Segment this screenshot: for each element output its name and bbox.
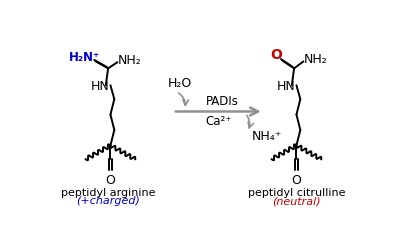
Text: (+charged): (+charged) — [76, 196, 140, 206]
Text: H₂N⁺: H₂N⁺ — [69, 51, 100, 64]
Text: peptidyl arginine: peptidyl arginine — [61, 188, 155, 198]
Text: NH₂: NH₂ — [118, 54, 142, 67]
FancyArrowPatch shape — [179, 93, 188, 105]
Text: peptidyl citrulline: peptidyl citrulline — [248, 188, 345, 198]
Text: O: O — [292, 174, 301, 187]
Text: O: O — [270, 48, 282, 62]
Text: NH₂: NH₂ — [304, 53, 328, 66]
Text: H₂O: H₂O — [168, 77, 192, 90]
FancyArrowPatch shape — [247, 115, 254, 128]
Text: HN: HN — [91, 80, 110, 93]
Text: PADIs: PADIs — [206, 95, 238, 108]
Text: NH₄⁺: NH₄⁺ — [252, 130, 282, 143]
Text: O: O — [106, 174, 115, 187]
Text: (neutral): (neutral) — [272, 196, 321, 206]
Text: HN: HN — [277, 80, 296, 93]
Text: Ca²⁺: Ca²⁺ — [205, 115, 231, 128]
